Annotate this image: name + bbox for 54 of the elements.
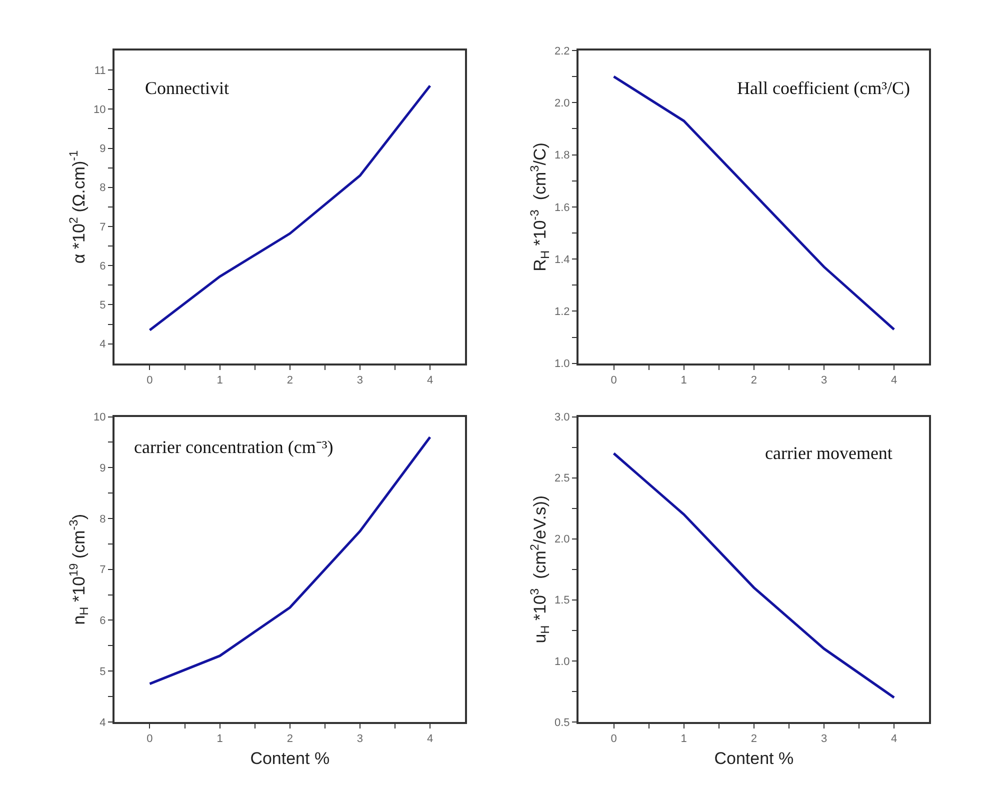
x-tick-label: 4 [891, 732, 898, 745]
y-tick-label: 10 [94, 104, 106, 116]
x-tick-label: 3 [356, 732, 364, 745]
annotation: carrier concentration (cm⁻³) [134, 437, 334, 457]
y-tick-label: 7 [100, 564, 106, 576]
y-tick-label: 1.8 [554, 150, 570, 162]
x-tick-label: 1 [680, 732, 687, 745]
y-tick-label: 7 [100, 221, 106, 234]
y-tick-label: 5 [100, 666, 106, 678]
x-tick-label: 2 [750, 732, 757, 745]
x-tick-label: 3 [356, 374, 364, 386]
x-tick-label: 4 [426, 374, 434, 386]
x-tick-label: 1 [216, 732, 223, 745]
y-tick-label: 6 [100, 260, 106, 272]
y-tick-label: 1.5 [554, 594, 570, 607]
y-tick-label: 3.0 [554, 412, 570, 424]
annotation: carrier movement [765, 443, 892, 463]
y-tick-label: 1.6 [554, 202, 570, 214]
x-tick-label: 2 [286, 374, 293, 386]
x-axis-title: Content % [250, 748, 330, 768]
y-tick-label: 5 [100, 300, 106, 312]
x-tick-label: 2 [286, 732, 293, 745]
y-tick-label: 1.0 [554, 656, 570, 668]
x-tick-label: 4 [426, 732, 434, 745]
x-tick-label: 0 [610, 374, 617, 386]
y-tick-label: 10 [94, 412, 106, 424]
annotation: Connectivit [145, 78, 229, 98]
y-tick-label: 2.2 [554, 45, 570, 58]
y-tick-label: 2.0 [554, 534, 570, 546]
annotation: Hall coefficient (cm³/C) [737, 78, 910, 98]
y-tick-label: 2.0 [554, 98, 570, 110]
y-tick-label: 2.5 [554, 472, 570, 485]
x-axis-title: Content % [714, 748, 794, 768]
y-tick-label: 4 [100, 338, 106, 351]
x-tick-label: 0 [146, 374, 153, 386]
y-tick-label: 4 [100, 716, 106, 729]
x-tick-label: 3 [820, 732, 828, 745]
y-tick-label: 6 [100, 615, 106, 628]
x-tick-label: 2 [750, 374, 757, 386]
y-tick-label: 9 [100, 462, 106, 474]
y-tick-label: 1.0 [554, 358, 570, 370]
y-tick-label: 8 [100, 513, 106, 526]
x-tick-label: 1 [216, 374, 223, 386]
x-tick-label: 3 [820, 374, 828, 386]
y-tick-label: 1.4 [554, 254, 570, 266]
y-tick-label: 9 [100, 143, 106, 156]
x-tick-label: 0 [146, 732, 153, 745]
y-tick-label: 8 [100, 182, 106, 194]
x-tick-label: 1 [680, 374, 687, 386]
y-tick-label: 11 [94, 64, 106, 77]
x-tick-label: 4 [891, 374, 898, 386]
x-tick-label: 0 [610, 732, 617, 745]
y-tick-label: 1.2 [554, 306, 570, 318]
y-tick-label: 0.5 [554, 716, 570, 729]
